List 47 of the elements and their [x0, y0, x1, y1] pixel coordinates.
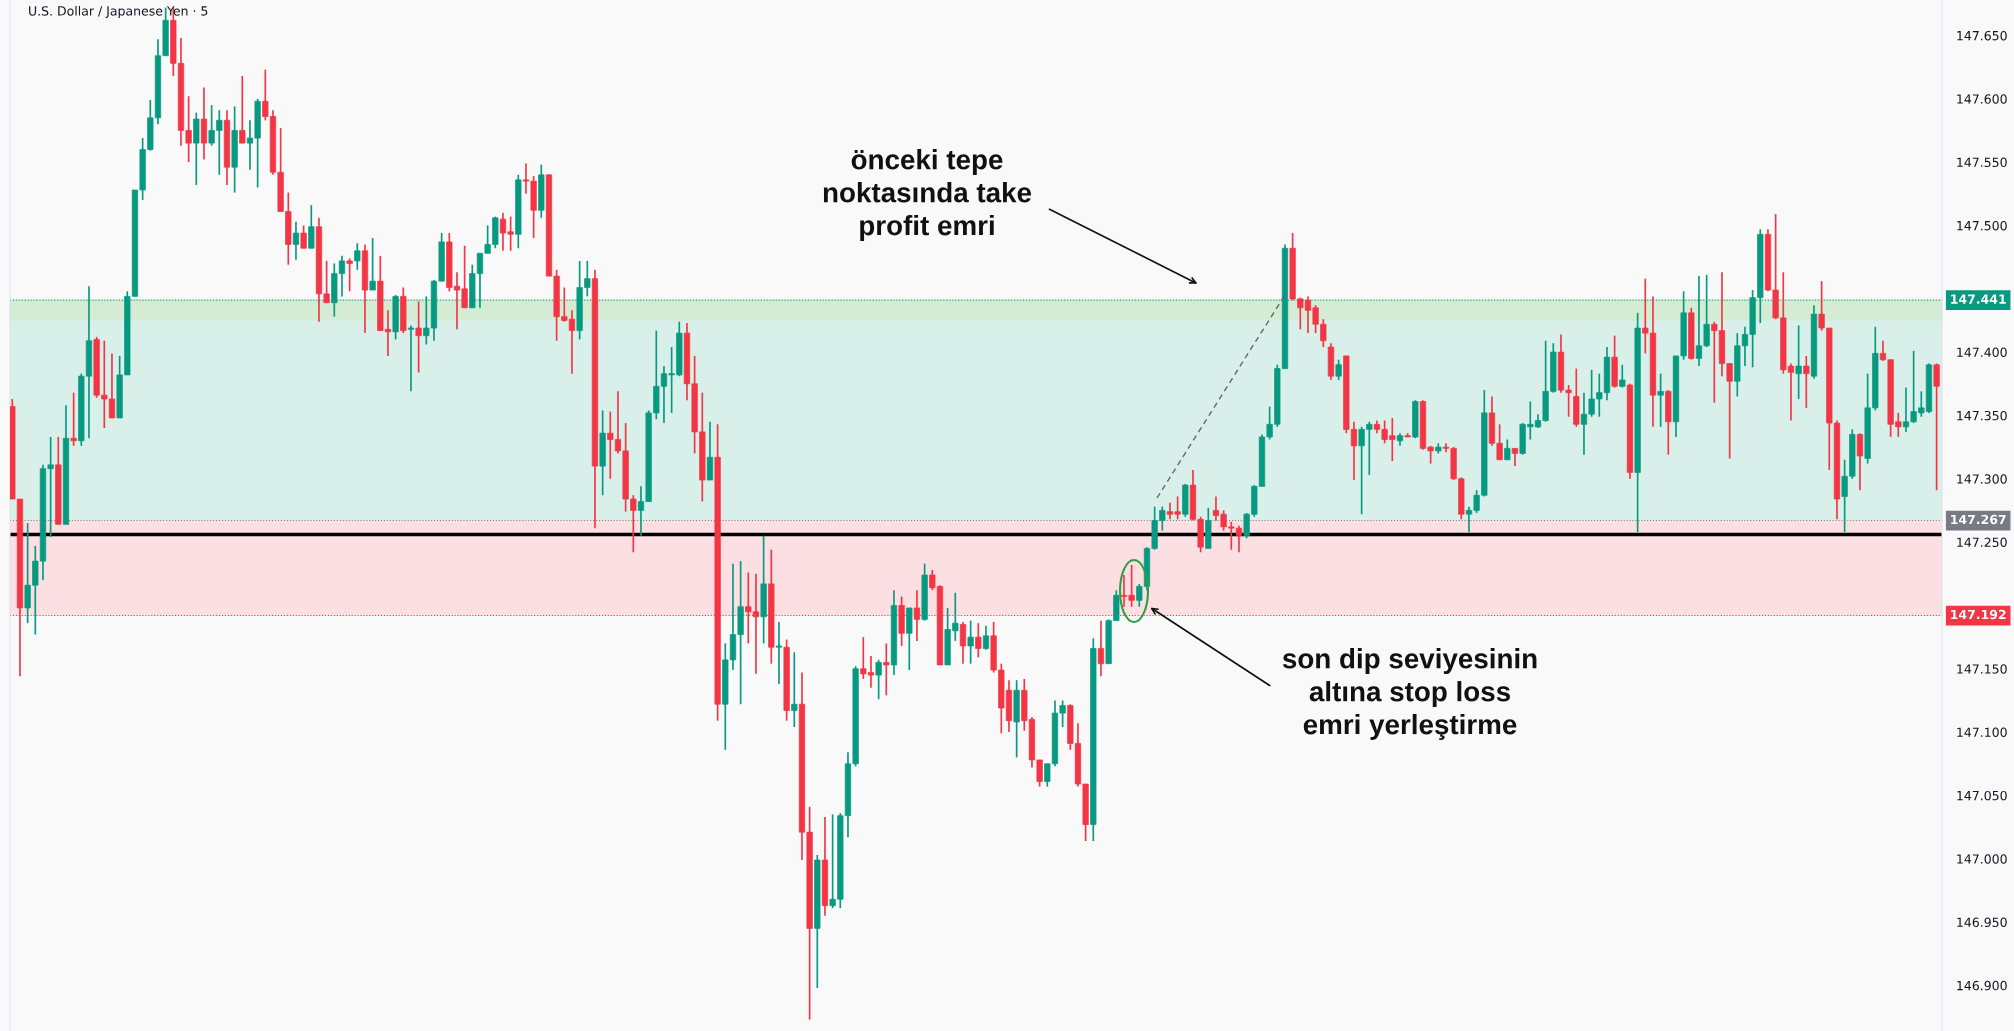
- candlestick: [975, 622, 982, 659]
- candlestick: [1619, 363, 1626, 389]
- y-tick-label: 146.900: [1957, 980, 2007, 991]
- y-tick-label: 147.100: [1957, 727, 2007, 738]
- candlestick: [1933, 362, 1940, 492]
- candlestick: [883, 642, 890, 697]
- candlestick: [1803, 355, 1810, 409]
- candlestick: [1856, 432, 1864, 492]
- y-tick-label: 147.650: [1957, 30, 2007, 41]
- y-tick-label: 147.150: [1957, 664, 2007, 674]
- ref-line-label: 147.192: [1951, 609, 2006, 620]
- y-tick-label: 147.500: [1957, 220, 2007, 231]
- candlestick: [706, 420, 714, 481]
- candlestick: [300, 224, 307, 250]
- y-tick-label: 147.600: [1957, 94, 2007, 104]
- y-tick-label: 147.400: [1957, 347, 2007, 358]
- ref-line-label: 147.441: [1951, 294, 2006, 304]
- candlestick: [1795, 324, 1802, 400]
- candlestick: [791, 651, 798, 728]
- candlestick: [369, 237, 376, 291]
- candlestick: [292, 220, 300, 261]
- candlestick: [982, 624, 990, 651]
- candlestick: [1335, 358, 1342, 381]
- candlestick: [967, 619, 974, 665]
- y-tick-label: 146.950: [1957, 917, 2007, 927]
- candlestick: [354, 242, 361, 271]
- y-tick-label: 147.300: [1957, 474, 2007, 484]
- y-tick-label: 147.250: [1957, 537, 2007, 548]
- candlestick: [308, 204, 315, 250]
- y-tick-label: 147.050: [1957, 790, 2007, 801]
- candlestick: [239, 75, 246, 144]
- candlestick: [875, 659, 882, 700]
- y-tick-label: 147.350: [1957, 410, 2007, 421]
- candlestick: [1657, 372, 1664, 428]
- candlestick: [775, 621, 783, 685]
- candlestick: [346, 257, 353, 293]
- candlestick: [407, 324, 415, 393]
- y-tick-label: 147.000: [1957, 854, 2007, 864]
- y-tick-label: 147.550: [1957, 157, 2007, 168]
- candlestick: [415, 300, 422, 374]
- annotation: önceki tepe noktasında take profit emri: [823, 149, 1032, 241]
- candlestick: [70, 391, 77, 447]
- ref-line-label: 147.267: [1951, 514, 2006, 525]
- candlestick: [1097, 619, 1105, 678]
- candlestick: [1504, 438, 1511, 461]
- annotation: son dip seviyesinin altına stop loss emri yerleştirme: [1282, 648, 1537, 740]
- candlestick: [959, 621, 967, 665]
